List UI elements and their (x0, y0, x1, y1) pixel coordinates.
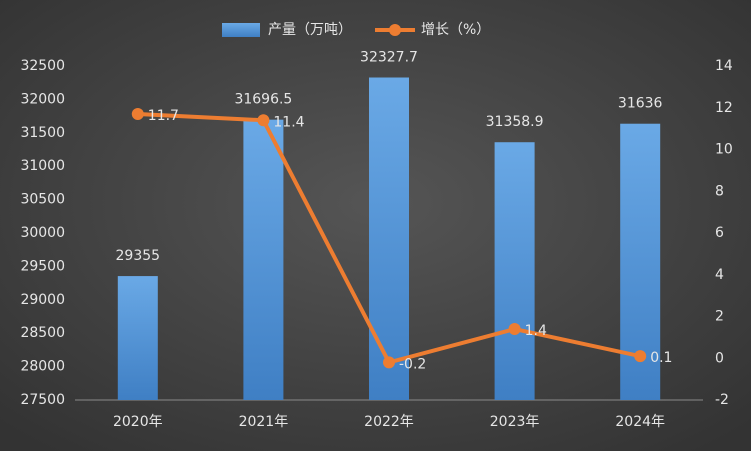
line-value-label: 11.7 (148, 108, 179, 124)
bar (369, 77, 409, 400)
bar-value-label: 31636 (618, 96, 663, 112)
y-tick-label: 29000 (20, 292, 65, 308)
y2-tick-label: 10 (715, 142, 733, 158)
line-value-label: 1.4 (525, 323, 547, 339)
y2-tick-label: 12 (715, 100, 733, 116)
bar-value-label: 31696.5 (234, 92, 292, 108)
bar-value-label: 29355 (116, 248, 161, 264)
bar-value-label: 31358.9 (486, 114, 544, 130)
y2-tick-label: -2 (715, 392, 729, 408)
y-tick-label: 29500 (20, 258, 65, 274)
y2-tick-label: 6 (715, 225, 724, 241)
line-marker (257, 114, 270, 127)
y2-tick-label: 8 (715, 183, 724, 199)
x-tick-label: 2020年 (113, 414, 163, 430)
legend-swatch (222, 23, 260, 37)
y-tick-label: 32000 (20, 91, 65, 107)
x-tick-label: 2021年 (239, 414, 289, 430)
bar (243, 119, 284, 400)
bar (117, 276, 158, 400)
y-tick-label: 28000 (20, 359, 65, 375)
line-marker (634, 350, 647, 363)
y-tick-label: 31500 (20, 125, 65, 141)
legend-swatch (389, 24, 401, 36)
y2-tick-label: 4 (715, 267, 724, 283)
line-value-label: -0.2 (399, 356, 426, 372)
y2-tick-label: 0 (715, 350, 724, 366)
line-marker (383, 356, 395, 369)
y2-tick-label: 14 (715, 58, 733, 74)
y-tick-label: 30500 (20, 192, 65, 208)
y-tick-label: 32500 (20, 58, 65, 74)
y-tick-label: 30000 (20, 225, 65, 241)
x-tick-label: 2024年 (615, 414, 665, 430)
y-tick-label: 27500 (20, 392, 65, 408)
y-tick-label: 31000 (20, 158, 65, 174)
y-tick-label: 28500 (20, 325, 65, 341)
x-tick-label: 2022年 (364, 414, 414, 430)
line-marker (508, 323, 521, 336)
line-value-label: 0.1 (650, 350, 672, 366)
line-value-label: 11.4 (273, 114, 304, 130)
line-marker (131, 108, 144, 121)
legend-label: 产量（万吨） (268, 22, 352, 38)
legend-label: 增长（%） (421, 22, 490, 38)
bar (494, 142, 535, 401)
x-tick-label: 2023年 (490, 414, 540, 430)
bar-value-label: 32327.7 (360, 50, 418, 66)
y2-tick-label: 2 (715, 309, 724, 325)
